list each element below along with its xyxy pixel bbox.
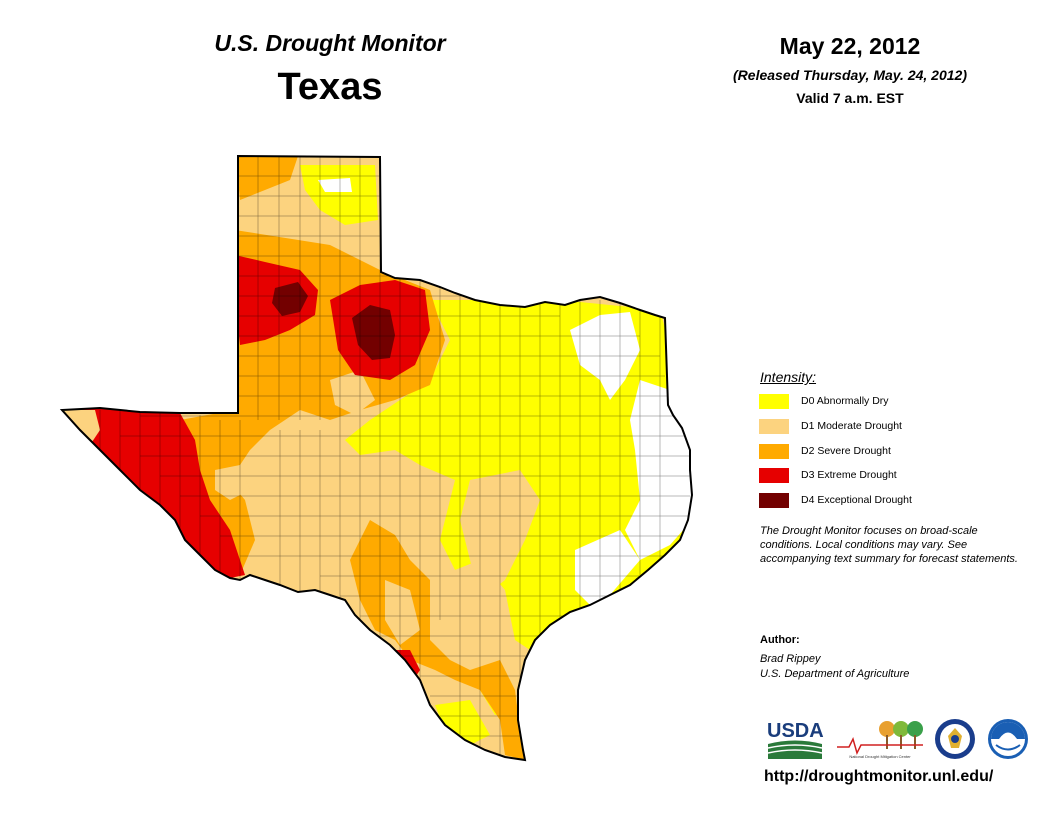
legend-swatch-d3 <box>759 467 789 483</box>
author-block: Brad Rippey U.S. Department of Agricultu… <box>760 652 909 682</box>
release-date: (Released Thursday, May. 24, 2012) <box>733 67 967 83</box>
legend-swatch-d2 <box>759 443 789 459</box>
legend-item-d0: D0 Abnormally Dry <box>759 393 889 409</box>
county-lines <box>99 156 690 760</box>
legend-label-d1: D1 Moderate Drought <box>801 420 902 432</box>
legend-item-d2: D2 Severe Drought <box>759 443 891 459</box>
d2-region <box>235 156 300 200</box>
author-name: Brad Rippey <box>760 653 821 665</box>
ndmc-logo: National Drought Mitigation Center <box>837 721 923 759</box>
author-heading: Author: <box>760 634 800 646</box>
legend-item-d4: D4 Exceptional Drought <box>759 492 912 508</box>
legend-label-d3: D3 Extreme Drought <box>801 469 897 481</box>
legend-label-d4: D4 Exceptional Drought <box>801 494 912 506</box>
region-title: Texas <box>277 66 383 108</box>
disclaimer-note: The Drought Monitor focuses on broad-sca… <box>760 525 1018 565</box>
usda-logo: USDA <box>767 720 824 759</box>
map-date: May 22, 2012 <box>779 33 921 59</box>
usda-logo-text: USDA <box>767 720 824 742</box>
author-org: U.S. Department of Agriculture <box>760 668 910 680</box>
d4-region <box>272 282 308 316</box>
legend-item-d3: D3 Extreme Drought <box>759 467 897 483</box>
commerce-seal-icon <box>935 719 975 759</box>
legend-title: Intensity: <box>760 369 817 385</box>
valid-time: Valid 7 a.m. EST <box>796 90 904 106</box>
noaa-logo-icon <box>988 719 1028 759</box>
drought-shading <box>62 156 692 760</box>
legend-label-d2: D2 Severe Drought <box>801 445 891 457</box>
legend-swatch-d4 <box>759 492 789 508</box>
ndmc-logo-text: National Drought Mitigation Center <box>849 754 911 759</box>
legend-swatch-d1 <box>759 418 789 434</box>
legend-label-d0: D0 Abnormally Dry <box>801 395 889 407</box>
legend-swatch-d0 <box>759 393 789 409</box>
map-title: U.S. Drought Monitor <box>214 30 446 56</box>
website-url[interactable]: http://droughtmonitor.unl.edu/ <box>764 768 994 785</box>
legend-item-d1: D1 Moderate Drought <box>759 418 902 434</box>
